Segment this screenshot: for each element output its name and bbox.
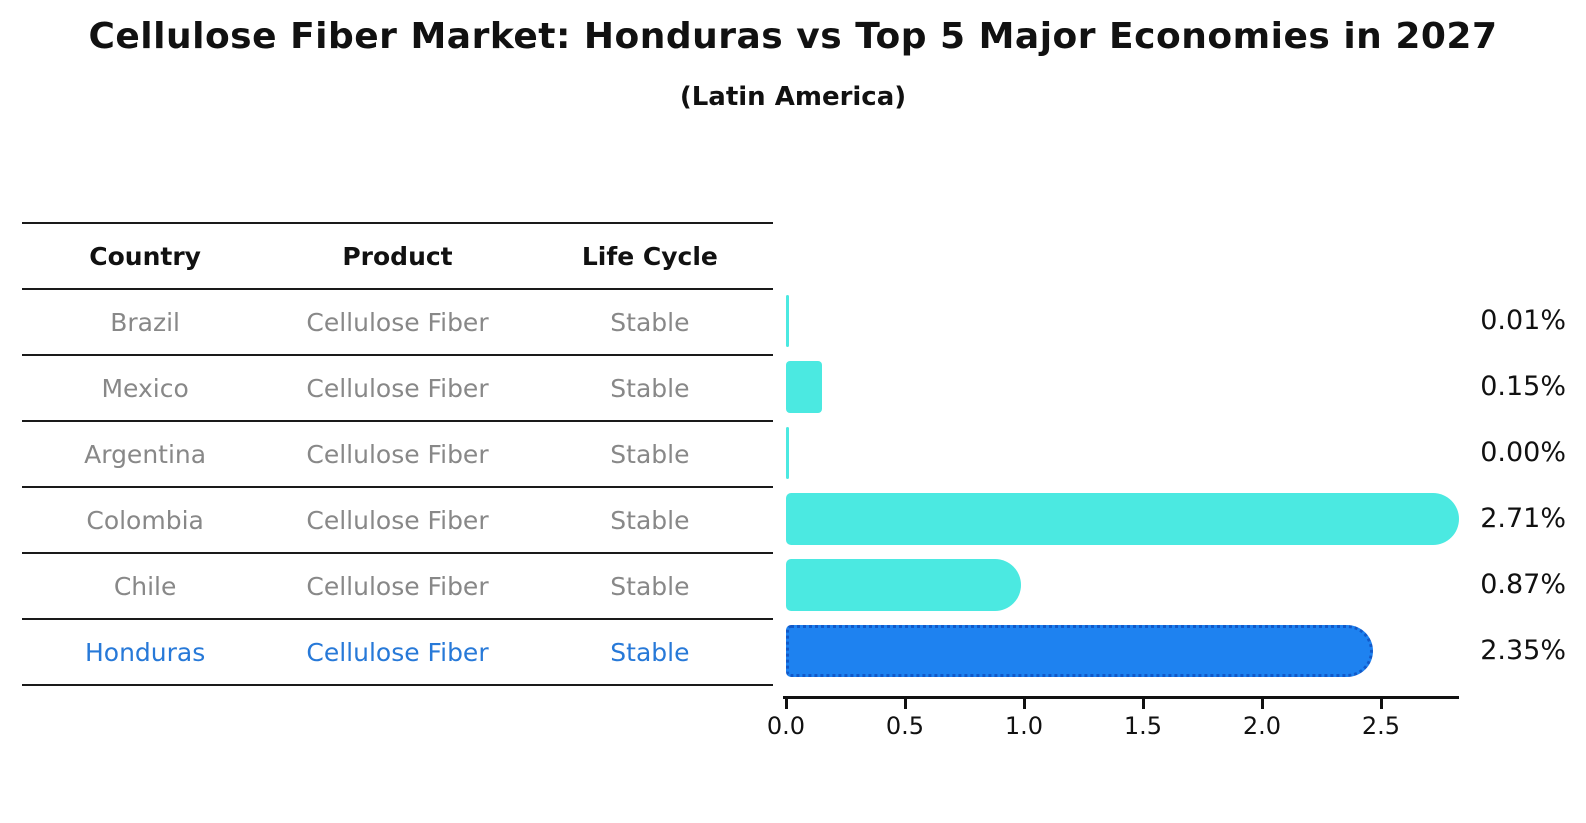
x-axis-tick-label: 0.5 bbox=[885, 712, 925, 740]
bar-value-label: 2.71% bbox=[1480, 503, 1566, 534]
bar-honduras bbox=[786, 625, 1374, 677]
bar-argentina bbox=[786, 427, 789, 479]
table-cell-country: Honduras bbox=[84, 637, 206, 667]
bar-value-label: 0.00% bbox=[1480, 437, 1566, 468]
table-row: Brazil Cellulose Fiber Stable bbox=[22, 290, 773, 356]
table-header-row: Country Product Life Cycle bbox=[22, 224, 773, 290]
bar-row bbox=[786, 486, 1486, 552]
x-axis bbox=[783, 696, 1459, 699]
x-axis-tick bbox=[1141, 699, 1145, 709]
x-axis-tick bbox=[1379, 699, 1383, 709]
x-axis-tick bbox=[903, 699, 907, 709]
bar-row bbox=[786, 618, 1486, 684]
bar-value-label: 0.15% bbox=[1480, 371, 1566, 402]
bar-chile bbox=[786, 559, 1022, 611]
comparison-table: Country Product Life Cycle Brazil Cellulose … bbox=[22, 222, 773, 686]
bar-row bbox=[786, 420, 1486, 486]
x-axis-tick-label: 2.0 bbox=[1242, 712, 1282, 740]
table-row: Chile Cellulose Fiber Stable bbox=[22, 554, 773, 620]
x-axis-tick-label: 1.5 bbox=[1123, 712, 1163, 740]
x-axis-tick-label: 1.0 bbox=[1004, 712, 1044, 740]
x-axis-tick-label: 0.0 bbox=[766, 712, 806, 740]
bar-colombia bbox=[786, 493, 1459, 545]
table-row: Argentina Cellulose Fiber Stable bbox=[22, 422, 773, 488]
table-cell-product: Cellulose Fiber bbox=[306, 571, 489, 601]
table-header-cell: Product bbox=[342, 241, 453, 271]
table-cell-country: Mexico bbox=[101, 373, 189, 403]
table-cell-product: Cellulose Fiber bbox=[306, 373, 489, 403]
x-axis-tick bbox=[784, 699, 788, 709]
bar-value-label: 2.35% bbox=[1480, 635, 1566, 666]
bar-row bbox=[786, 552, 1486, 618]
table-cell-product: Cellulose Fiber bbox=[306, 505, 489, 535]
table-cell-life-cycle: Stable bbox=[610, 373, 690, 403]
table-cell-life-cycle: Stable bbox=[610, 637, 690, 667]
table-cell-life-cycle: Stable bbox=[610, 307, 690, 337]
table-cell-country: Argentina bbox=[84, 439, 207, 469]
table-header-cell: Life Cycle bbox=[581, 241, 718, 271]
table-cell-product: Cellulose Fiber bbox=[306, 637, 489, 667]
x-axis-tick-label: 2.5 bbox=[1361, 712, 1401, 740]
table-cell-country: Chile bbox=[113, 571, 177, 601]
table-cell-product: Cellulose Fiber bbox=[306, 307, 489, 337]
x-axis-tick bbox=[1260, 699, 1264, 709]
bar-brazil bbox=[786, 295, 789, 347]
table-cell-life-cycle: Stable bbox=[610, 505, 690, 535]
table-cell-country: Brazil bbox=[110, 307, 180, 337]
bar-mexico bbox=[786, 361, 822, 413]
chart-subtitle: (Latin America) bbox=[679, 82, 907, 112]
x-axis-tick bbox=[1022, 699, 1026, 709]
table-header-cell: Country bbox=[89, 241, 201, 271]
table-cell-product: Cellulose Fiber bbox=[306, 439, 489, 469]
chart-title: Cellulose Fiber Market: Honduras vs Top … bbox=[88, 16, 1498, 57]
bar-row bbox=[786, 288, 1486, 354]
table-row: Mexico Cellulose Fiber Stable bbox=[22, 356, 773, 422]
bar-value-label: 0.87% bbox=[1480, 569, 1566, 600]
bar-value-label: 0.01% bbox=[1480, 305, 1566, 336]
table-row: Colombia Cellulose Fiber Stable bbox=[22, 488, 773, 554]
bar-row bbox=[786, 354, 1486, 420]
table-cell-life-cycle: Stable bbox=[610, 571, 690, 601]
table-row: Honduras Cellulose Fiber Stable bbox=[22, 620, 773, 686]
table-cell-life-cycle: Stable bbox=[610, 439, 690, 469]
table-cell-country: Colombia bbox=[86, 505, 204, 535]
